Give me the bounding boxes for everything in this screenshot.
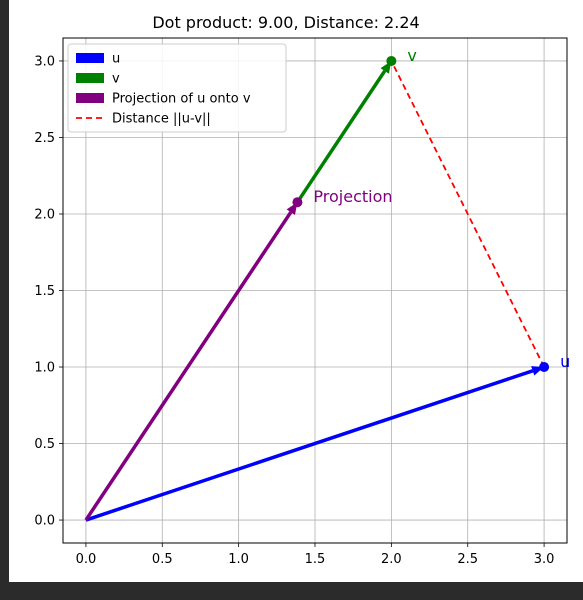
y-tick-label: 2.5 <box>34 131 55 146</box>
y-tick-label: 1.5 <box>34 284 55 299</box>
legend-swatch <box>76 53 104 63</box>
legend: uv Projection of u onto v Distance ||u-v|| <box>67 43 287 133</box>
legend-label: Distance ||u-v|| <box>112 112 211 127</box>
x-tick-label: 1.0 <box>228 552 249 567</box>
legend-swatch <box>76 73 104 83</box>
x-tick-label: 1.5 <box>305 552 326 567</box>
chart-svg: Dot product: 9.00, Distance: 2.24 uvProj… <box>34 13 570 567</box>
x-tick-label: 2.5 <box>457 552 478 567</box>
legend-label: Projection of u onto v <box>112 92 251 107</box>
y-tick-label: 3.0 <box>34 54 55 69</box>
y-tick-label: 2.0 <box>34 207 55 222</box>
vector-shaft <box>84 211 293 522</box>
chart-title: Dot product: 9.00, Distance: 2.24 <box>152 13 419 32</box>
legend-label: v <box>112 72 120 87</box>
axes: 0.0 0.5 1.0 1.5 2.0 2.5 3.0 0.0 0.5 1.0 1.5 2.0 2.5 3… <box>34 54 554 567</box>
point-marker <box>539 362 550 373</box>
legend-swatch <box>76 93 104 103</box>
x-tick-label: 0.5 <box>152 552 173 567</box>
point-marker <box>386 55 397 66</box>
point-marker <box>292 197 303 208</box>
x-tick-label: 0.0 <box>76 552 97 567</box>
y-tick-label: 0.5 <box>34 437 55 452</box>
vector-shaft <box>295 69 387 204</box>
y-tick-label: 1.0 <box>34 361 55 376</box>
grid <box>63 38 567 543</box>
legend-box <box>67 43 287 133</box>
point-label: u <box>560 352 570 371</box>
vector-shaft <box>85 369 534 522</box>
distance-line <box>390 60 545 368</box>
point-label: Projection <box>313 187 392 206</box>
y-tick-label: 0.0 <box>34 514 55 529</box>
chart-figure: Dot product: 9.00, Distance: 2.24 u v Proj… <box>9 0 583 582</box>
x-tick-label: 2.0 <box>381 552 402 567</box>
legend-label: u <box>112 52 120 67</box>
x-tick-label: 3.0 <box>534 552 555 567</box>
point-label: v <box>407 46 416 65</box>
